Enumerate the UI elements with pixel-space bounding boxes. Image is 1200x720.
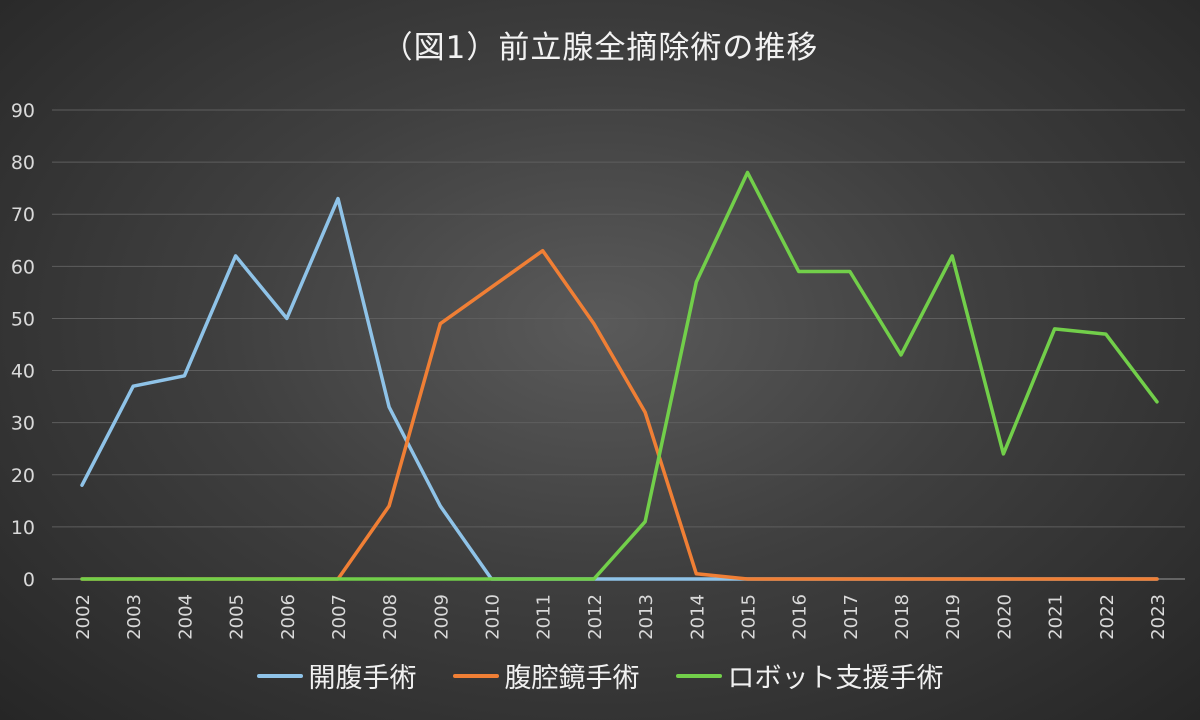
x-tick-label: 2020 (994, 594, 1015, 640)
x-tick-label: 2009 (431, 594, 452, 640)
x-tick-label: 2023 (1148, 594, 1169, 640)
x-tick-label: 2002 (73, 594, 94, 640)
x-tick-label: 2004 (175, 594, 196, 640)
x-tick-label: 2003 (124, 594, 145, 640)
legend-item-robot-assisted: ロボット支援手術 (675, 656, 944, 695)
y-tick-label: 30 (11, 413, 35, 435)
legend-item-laparoscopic: 腹腔鏡手術 (452, 656, 640, 695)
x-tick-label: 2021 (1046, 594, 1067, 640)
x-tick-label: 2015 (738, 594, 759, 640)
x-tick-label: 2010 (483, 594, 504, 640)
y-tick-label: 60 (11, 256, 35, 278)
series-line-robot-assisted (80, 170, 1159, 581)
y-tick-label: 50 (11, 308, 35, 330)
legend-label-open-surgery: 開腹手術 (308, 663, 417, 694)
x-tick-label: 2005 (227, 594, 248, 640)
x-tick-label: 2008 (380, 594, 401, 640)
y-tick-label: 80 (11, 152, 35, 174)
y-tick-label: 70 (11, 204, 35, 226)
legend-item-open-surgery: 開腹手術 (256, 656, 417, 695)
y-tick-label: 0 (23, 569, 35, 591)
x-tick-label: 2019 (943, 594, 964, 640)
x-tick-label: 2013 (636, 594, 657, 640)
legend: 開腹手術 腹腔鏡手術 ロボット支援手術 (0, 656, 1200, 695)
series-lines (80, 170, 1159, 581)
chart-title: （図1）前立腺全摘除術の推移 (381, 30, 819, 66)
legend-label-robot-assisted: ロボット支援手術 (727, 663, 944, 694)
x-tick-label: 2006 (278, 594, 299, 640)
legend-swatch-laparoscopic (452, 673, 499, 678)
legend-swatch-robot-assisted (675, 673, 722, 678)
x-tick-label: 2022 (1097, 594, 1118, 640)
y-tick-label: 40 (11, 361, 35, 383)
series-line-laparoscopic (80, 248, 1159, 581)
x-tick-label: 2014 (687, 594, 708, 640)
y-tick-label: 20 (11, 465, 35, 487)
y-axis-tick-labels: 0 10 20 30 40 50 60 70 80 90 (11, 100, 35, 591)
y-tick-label: 10 (11, 517, 35, 539)
y-tick-label: 90 (11, 100, 35, 122)
x-tick-label: 2017 (841, 594, 862, 640)
x-tick-label: 2016 (790, 594, 811, 640)
x-tick-label: 2012 (585, 594, 606, 640)
x-tick-label: 2007 (329, 594, 350, 640)
x-axis-tick-labels: 2002 2003 2004 2005 2006 2007 2008 2009 2010 2011… (73, 594, 1169, 640)
legend-label-laparoscopic: 腹腔鏡手術 (504, 663, 640, 694)
x-tick-label: 2011 (534, 594, 555, 640)
gridlines (52, 109, 1185, 580)
legend-swatch-open-surgery (256, 673, 303, 678)
series-line-open-surgery (80, 196, 1159, 581)
x-tick-label: 2018 (892, 594, 913, 640)
